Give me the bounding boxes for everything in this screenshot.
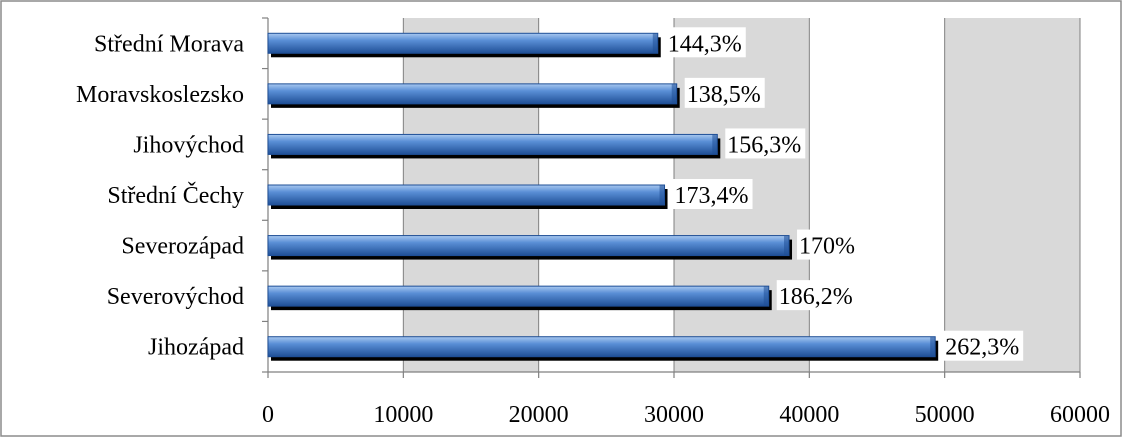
category-label: Jihovýchod	[133, 132, 244, 158]
data-label: 144,3%	[668, 31, 742, 57]
bar-end-cap	[784, 235, 790, 256]
bars	[267, 32, 939, 361]
bar	[267, 32, 659, 54]
bar-end-cap	[930, 336, 936, 357]
data-label-background	[672, 179, 753, 209]
data-label: 173,4%	[675, 183, 749, 209]
bar-end-cap	[763, 286, 769, 307]
data-label-background	[725, 128, 806, 159]
bar-end-cap	[652, 33, 658, 54]
labels: 0 10000 20000 30000 40000 50000 60000 Střední M…	[76, 27, 1110, 428]
data-label: 156,3%	[727, 132, 801, 158]
bar-end-cap	[659, 185, 665, 205]
x-tick-label: 0	[262, 402, 274, 428]
data-label: 138,5%	[687, 82, 761, 108]
bar-end-cap	[712, 134, 718, 155]
data-label-background	[665, 27, 746, 58]
plot-band	[809, 18, 945, 372]
x-tick-label: 20000	[509, 402, 569, 428]
plot-band	[944, 18, 1080, 372]
bar	[267, 285, 770, 307]
data-label-background	[943, 330, 1024, 361]
category-label: Jihozápad	[148, 335, 244, 361]
bar	[267, 184, 666, 206]
category-label: Severovýchod	[107, 284, 244, 310]
data-label-background	[776, 280, 857, 311]
x-tick-label: 60000	[1050, 402, 1110, 428]
bar-end-cap	[671, 83, 677, 104]
category-label: Střední Čechy	[107, 182, 244, 209]
category-label: Moravskoslezsko	[76, 82, 244, 108]
bar	[267, 235, 790, 257]
x-tick-label: 30000	[644, 402, 704, 428]
category-label: Severozápad	[121, 234, 244, 260]
data-label-background	[684, 77, 765, 108]
bar	[267, 336, 936, 358]
bar	[267, 83, 678, 105]
data-label-background	[797, 229, 860, 260]
x-tick-label: 50000	[915, 402, 975, 428]
category-label: Střední Morava	[94, 31, 244, 57]
data-label: 170%	[799, 234, 855, 260]
bar	[267, 133, 718, 155]
data-label: 262,3%	[945, 335, 1019, 361]
data-label: 186,2%	[779, 284, 853, 310]
x-tick-label: 10000	[373, 402, 433, 428]
x-tick-label: 40000	[779, 402, 839, 428]
